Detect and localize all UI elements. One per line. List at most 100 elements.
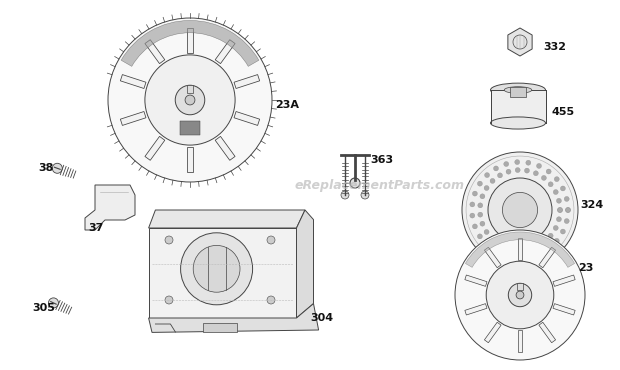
Circle shape (341, 191, 349, 199)
Circle shape (515, 248, 520, 252)
Polygon shape (149, 210, 305, 228)
Circle shape (536, 252, 541, 256)
Circle shape (546, 246, 551, 251)
Circle shape (494, 166, 498, 171)
Polygon shape (508, 28, 532, 56)
Polygon shape (465, 304, 487, 315)
Circle shape (548, 182, 553, 187)
Circle shape (508, 283, 532, 307)
Circle shape (525, 168, 529, 173)
Polygon shape (518, 238, 523, 259)
Circle shape (484, 185, 489, 191)
Circle shape (267, 296, 275, 304)
Circle shape (470, 213, 475, 218)
Wedge shape (121, 20, 259, 66)
Polygon shape (215, 137, 235, 160)
Circle shape (488, 178, 552, 242)
Circle shape (565, 208, 570, 212)
Polygon shape (149, 304, 319, 332)
Polygon shape (484, 247, 501, 268)
Circle shape (165, 236, 173, 244)
Polygon shape (145, 40, 165, 64)
Circle shape (564, 219, 569, 223)
Polygon shape (120, 111, 146, 125)
Circle shape (565, 208, 570, 212)
Text: 23A: 23A (275, 100, 299, 110)
Circle shape (490, 178, 495, 184)
Circle shape (490, 236, 495, 242)
Polygon shape (120, 75, 146, 88)
Circle shape (557, 208, 562, 212)
Circle shape (480, 194, 485, 199)
Text: 23: 23 (578, 263, 593, 273)
Circle shape (560, 186, 565, 191)
Text: 363: 363 (370, 155, 393, 165)
Circle shape (554, 176, 559, 182)
Circle shape (477, 234, 482, 239)
Circle shape (477, 181, 482, 186)
Circle shape (267, 236, 275, 244)
Circle shape (556, 217, 562, 222)
Circle shape (497, 242, 502, 247)
Circle shape (506, 246, 511, 251)
Polygon shape (539, 322, 556, 343)
Circle shape (526, 160, 531, 165)
Bar (203, 323, 237, 332)
Polygon shape (234, 111, 260, 125)
Circle shape (108, 18, 272, 182)
Circle shape (553, 225, 558, 231)
Polygon shape (465, 275, 487, 286)
Polygon shape (187, 147, 193, 172)
Circle shape (193, 245, 240, 292)
Circle shape (526, 255, 531, 260)
Circle shape (502, 192, 538, 228)
Text: 455: 455 (551, 107, 574, 117)
Circle shape (175, 85, 205, 115)
Circle shape (478, 212, 483, 217)
Circle shape (145, 55, 235, 145)
Polygon shape (553, 275, 575, 286)
Circle shape (485, 172, 490, 178)
Circle shape (484, 229, 489, 235)
Circle shape (541, 240, 546, 245)
Circle shape (541, 175, 546, 181)
Circle shape (180, 233, 252, 305)
Ellipse shape (490, 83, 546, 97)
Polygon shape (539, 247, 556, 268)
Polygon shape (490, 90, 546, 123)
Circle shape (350, 178, 360, 188)
Ellipse shape (504, 87, 532, 93)
Circle shape (557, 208, 562, 212)
Polygon shape (187, 28, 193, 53)
Circle shape (506, 169, 511, 174)
Circle shape (503, 162, 509, 166)
Polygon shape (85, 185, 135, 230)
Circle shape (486, 261, 554, 329)
Text: 37: 37 (88, 223, 104, 233)
Circle shape (455, 230, 585, 360)
Circle shape (533, 171, 538, 176)
Polygon shape (234, 75, 260, 88)
Circle shape (564, 196, 569, 201)
Bar (518, 283, 523, 290)
Circle shape (497, 173, 502, 178)
Bar (180, 121, 200, 135)
Circle shape (361, 191, 369, 199)
Wedge shape (466, 232, 575, 268)
Circle shape (515, 159, 520, 165)
Bar (510, 87, 526, 97)
Circle shape (553, 189, 558, 195)
Circle shape (516, 291, 524, 299)
Circle shape (525, 247, 529, 252)
Polygon shape (484, 322, 501, 343)
Circle shape (478, 203, 483, 208)
Text: 38: 38 (38, 163, 53, 173)
Circle shape (185, 95, 195, 105)
Circle shape (472, 224, 477, 229)
Polygon shape (296, 210, 314, 318)
Ellipse shape (490, 117, 546, 129)
Text: eReplacementParts.com: eReplacementParts.com (295, 178, 465, 192)
Bar (187, 85, 193, 94)
Circle shape (515, 255, 520, 260)
Circle shape (485, 242, 490, 248)
